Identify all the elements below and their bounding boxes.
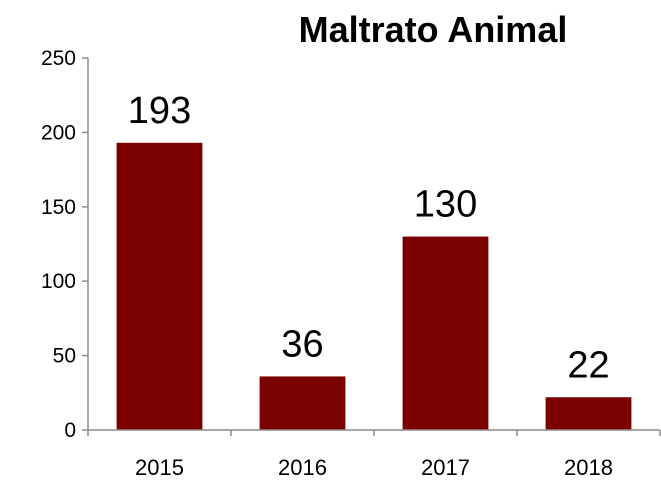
axes-lines	[82, 57, 661, 436]
data-label-2018: 22	[567, 344, 609, 386]
y-axis: 0 50 100 150 200 250	[41, 47, 76, 442]
bar-2016	[259, 376, 346, 430]
data-label-2015: 193	[128, 90, 191, 132]
x-tick-label-2016: 2016	[278, 455, 327, 480]
y-tick-label: 150	[41, 196, 76, 219]
bar-2017	[402, 236, 489, 430]
x-tick-label-2018: 2018	[564, 455, 613, 480]
y-tick-label: 200	[41, 121, 76, 144]
y-tick-label: 250	[41, 47, 76, 70]
x-tick-label-2015: 2015	[135, 455, 184, 480]
bar-2015	[116, 142, 203, 431]
data-labels-group: 193 36 130 22	[128, 90, 610, 386]
y-tick-label: 100	[41, 270, 76, 293]
data-label-2017: 130	[414, 184, 477, 226]
y-tick-label: 0	[64, 419, 76, 442]
data-label-2016: 36	[281, 323, 323, 365]
bar-2018	[545, 397, 632, 430]
chart-title: Maltrato Animal	[299, 9, 568, 50]
x-axis: 2015 2016 2017 2018	[135, 455, 613, 480]
y-tick-label: 50	[53, 345, 76, 368]
bars-group	[116, 142, 632, 431]
x-tick-label-2017: 2017	[421, 455, 470, 480]
